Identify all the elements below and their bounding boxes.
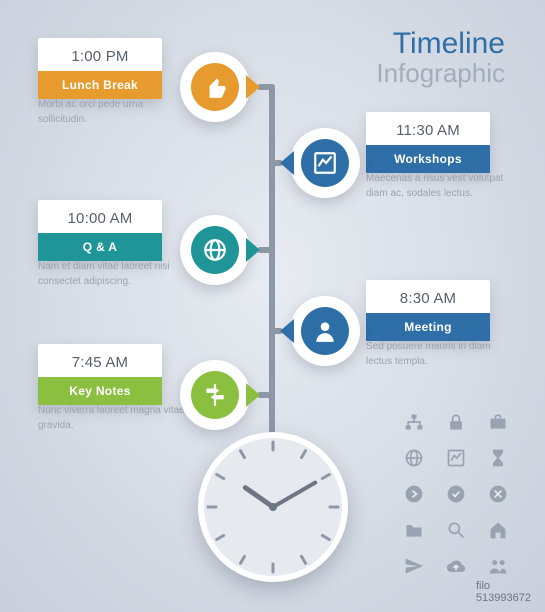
event-node <box>180 215 250 285</box>
briefcase-icon <box>484 408 512 436</box>
check-icon <box>442 480 470 508</box>
clock-face-svg <box>198 432 348 582</box>
folder-icon <box>400 516 428 544</box>
clock <box>198 432 348 582</box>
hourglass-icon <box>484 444 512 472</box>
event-card: 10:00 AMQ & A <box>38 200 162 261</box>
event-label: Workshops <box>366 145 490 173</box>
event-card: 8:30 AMMeeting <box>366 280 490 341</box>
node-pointer <box>280 151 294 175</box>
close-icon <box>484 480 512 508</box>
event-node <box>180 360 250 430</box>
credit-id: 513993672 <box>476 592 531 604</box>
event-description: Nam et diam vitae laoreet nisi consectet… <box>38 260 188 289</box>
send-icon <box>400 552 428 580</box>
node-pointer <box>246 238 260 262</box>
event-label: Q & A <box>38 233 162 261</box>
event-card: 7:45 AMKey Notes <box>38 344 162 405</box>
node-pointer <box>246 383 260 407</box>
home-icon <box>484 516 512 544</box>
event-description: Morbi ac orci pede urna sollicitudin. <box>38 98 188 127</box>
event-label: Lunch Break <box>38 71 162 99</box>
event-description: Sed posuere mauris in diam lectus templa… <box>366 340 516 369</box>
event-card: 11:30 AMWorkshops <box>366 112 490 173</box>
event-time: 1:00 PM <box>38 38 162 71</box>
chart-icon <box>301 139 349 187</box>
event-label: Key Notes <box>38 377 162 405</box>
globe-icon <box>191 226 239 274</box>
signpost-icon <box>191 371 239 419</box>
lock-icon <box>442 408 470 436</box>
event-time: 10:00 AM <box>38 200 162 233</box>
event-time: 11:30 AM <box>366 112 490 145</box>
event-node <box>180 52 250 122</box>
event-description: Nunc viverra laoreet magna vitae gravida… <box>38 404 188 433</box>
credit-label: filo <box>476 580 490 592</box>
event-time: 7:45 AM <box>38 344 162 377</box>
chart-icon <box>442 444 470 472</box>
cloud-up-icon <box>442 552 470 580</box>
event-node <box>290 296 360 366</box>
org-chart-icon <box>400 408 428 436</box>
event-node <box>290 128 360 198</box>
node-pointer <box>246 75 260 99</box>
icon-palette <box>400 408 512 580</box>
node-pointer <box>280 319 294 343</box>
people-icon <box>484 552 512 580</box>
event-label: Meeting <box>366 313 490 341</box>
thumbs-up-icon <box>191 63 239 111</box>
person-icon <box>301 307 349 355</box>
event-card: 1:00 PMLunch Break <box>38 38 162 99</box>
arrow-right-icon <box>400 480 428 508</box>
event-time: 8:30 AM <box>366 280 490 313</box>
credit: filo 513993672 <box>476 580 531 604</box>
search-icon <box>442 516 470 544</box>
event-description: Maecenas a risus vest volutpat diam ac, … <box>366 172 516 201</box>
globe-icon <box>400 444 428 472</box>
